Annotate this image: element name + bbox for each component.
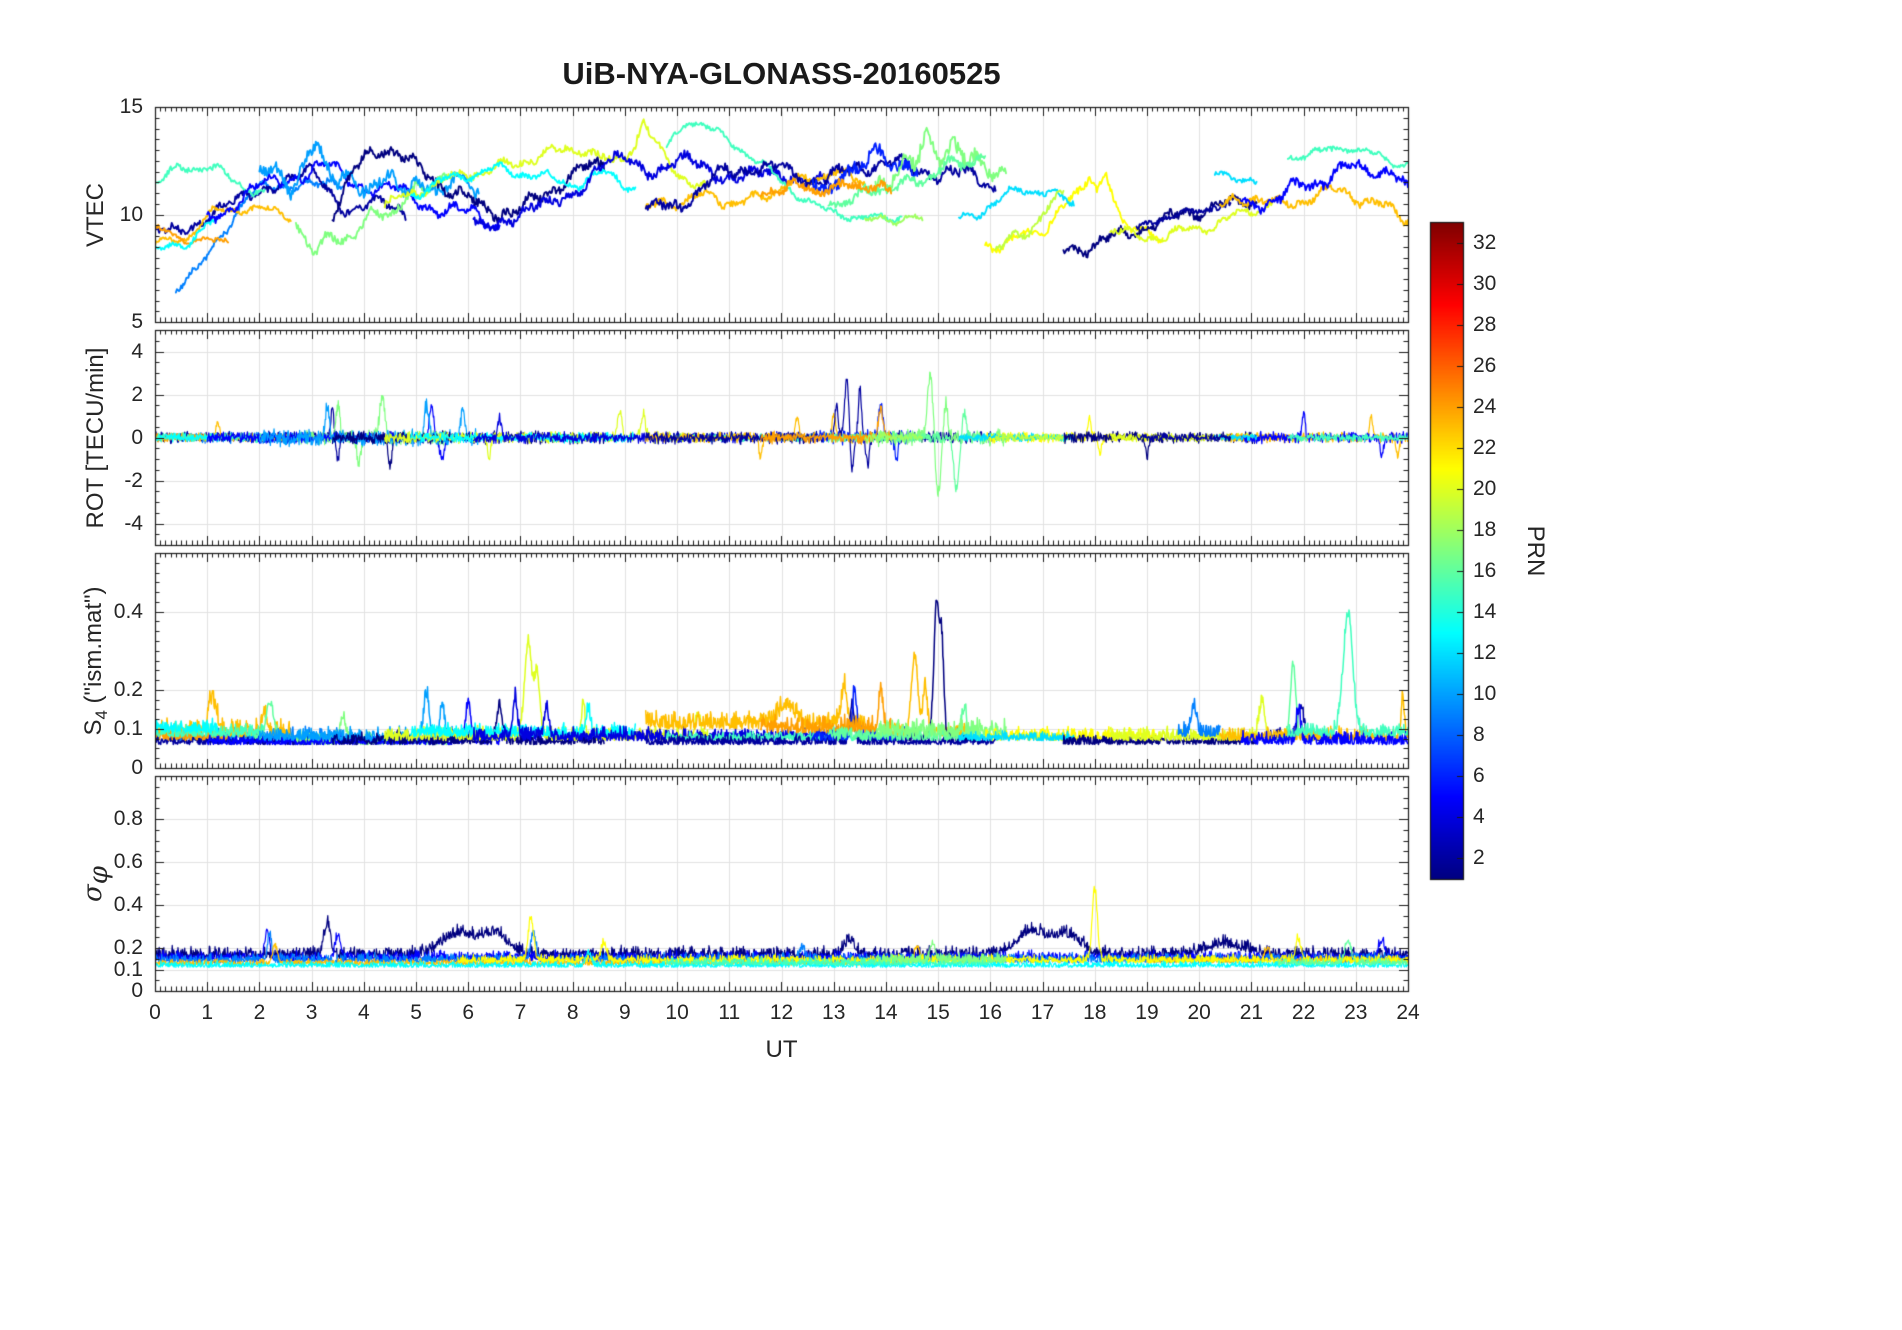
colorbar-tick-label: 6 [1473, 764, 1485, 788]
y-tick-label-panel-0: 5 [131, 310, 143, 333]
y-tick-label-panel-1: -2 [124, 468, 143, 492]
colorbar-tick-label: 30 [1473, 271, 1497, 295]
x-tick-label: 19 [1135, 1001, 1159, 1024]
colorbar-tick-label: 28 [1473, 312, 1497, 336]
y-tick-label-panel-1: -4 [124, 511, 143, 535]
chart-title: UiB-NYA-GLONASS-20160525 [562, 56, 1001, 91]
colorbar-tick-label: 14 [1473, 600, 1497, 624]
colorbar-tick-label: 18 [1473, 517, 1497, 541]
x-tick-label: 20 [1187, 1001, 1211, 1024]
x-tick-label: 0 [149, 1001, 161, 1024]
x-tick-label: 7 [514, 1001, 527, 1024]
ylabel-rot: ROT [TECU/min] [82, 347, 110, 528]
x-tick-label: 10 [665, 1001, 689, 1024]
y-tick-label-panel-1: 2 [131, 382, 143, 406]
y-tick-label-panel-3: 0.6 [113, 850, 143, 873]
x-tick-label: 11 [718, 1001, 741, 1024]
ylabel-sigma-phi: σφ [78, 866, 114, 902]
x-tick-label: 17 [1030, 1001, 1055, 1024]
ylabel-s4-rest: ("ism.mat") [80, 585, 108, 710]
x-tick-label: 16 [978, 1001, 1003, 1024]
x-tick-label: 24 [1396, 1001, 1420, 1024]
y-tick-label-panel-3: 0.8 [113, 807, 143, 830]
y-tick-label-panel-0: 15 [119, 95, 143, 118]
colorbar-tick-label: 32 [1473, 230, 1497, 254]
ylabel-vtec: VTEC [82, 182, 110, 246]
colorbar-tick-label: 2 [1473, 846, 1485, 870]
x-tick-label: 9 [619, 1001, 631, 1024]
y-tick-label-panel-3: 0.1 [113, 957, 143, 981]
colorbar-tick-label: 20 [1473, 476, 1497, 500]
y-tick-label-panel-1: 4 [131, 339, 143, 363]
x-tick-label: 18 [1083, 1001, 1107, 1024]
y-tick-label-panel-2: 0.4 [113, 599, 143, 623]
y-tick-label-panel-3: 0 [131, 979, 143, 1002]
x-tick-label: 5 [410, 1001, 422, 1024]
ylabel-s4: S4 ("ism.mat") [80, 586, 112, 735]
x-tick-label: 13 [822, 1001, 846, 1024]
colorbar-tick-label: 26 [1473, 353, 1497, 377]
x-tick-label: 6 [462, 1001, 475, 1024]
colorbar-tick-label: 4 [1473, 805, 1485, 829]
y-tick-label-panel-3: 0.4 [113, 893, 143, 916]
ylabel-rot-text: ROT [TECU/min] [82, 347, 109, 528]
ylabel-phi: φ [83, 865, 114, 884]
ylabel-s4-main: S [80, 719, 108, 736]
y-tick-label-panel-2: 0.1 [113, 716, 143, 740]
ylabel-s4-sub: 4 [91, 709, 111, 720]
colorbar-tick-label: 10 [1473, 682, 1497, 706]
x-tick-label: 1 [201, 1001, 214, 1024]
x-tick-label: 2 [253, 1001, 266, 1024]
y-tick-label-panel-2: 0.2 [113, 677, 143, 701]
ylabel-vtec-text: VTEC [82, 182, 109, 247]
colorbar-tick-label: 8 [1473, 723, 1485, 747]
colorbar-label-prn: PRN [1522, 525, 1549, 576]
colorbar-tick-label: 12 [1473, 641, 1497, 665]
x-tick-label: 3 [305, 1001, 318, 1024]
xlabel-ut: UT [765, 1036, 798, 1063]
x-tick-label: 15 [926, 1001, 950, 1024]
x-tick-label: 12 [769, 1001, 794, 1024]
colorbar-tick-label: 16 [1473, 559, 1497, 583]
y-tick-label-panel-0: 10 [119, 202, 143, 226]
y-tick-label-panel-2: 0 [131, 756, 143, 779]
x-tick-label: 4 [357, 1001, 370, 1024]
x-tick-label: 23 [1344, 1001, 1368, 1024]
x-tick-label: 8 [566, 1001, 579, 1024]
ylabel-sigma: σ [78, 883, 109, 902]
colorbar-tick-label: 22 [1473, 435, 1497, 459]
colorbar-tick-label: 24 [1473, 394, 1497, 418]
x-tick-label: 14 [874, 1001, 898, 1024]
y-tick-label-panel-3: 0.2 [113, 936, 143, 959]
y-tick-label-panel-1: 0 [131, 425, 143, 449]
x-tick-label: 22 [1291, 1001, 1316, 1024]
x-tick-label: 21 [1239, 1001, 1264, 1024]
